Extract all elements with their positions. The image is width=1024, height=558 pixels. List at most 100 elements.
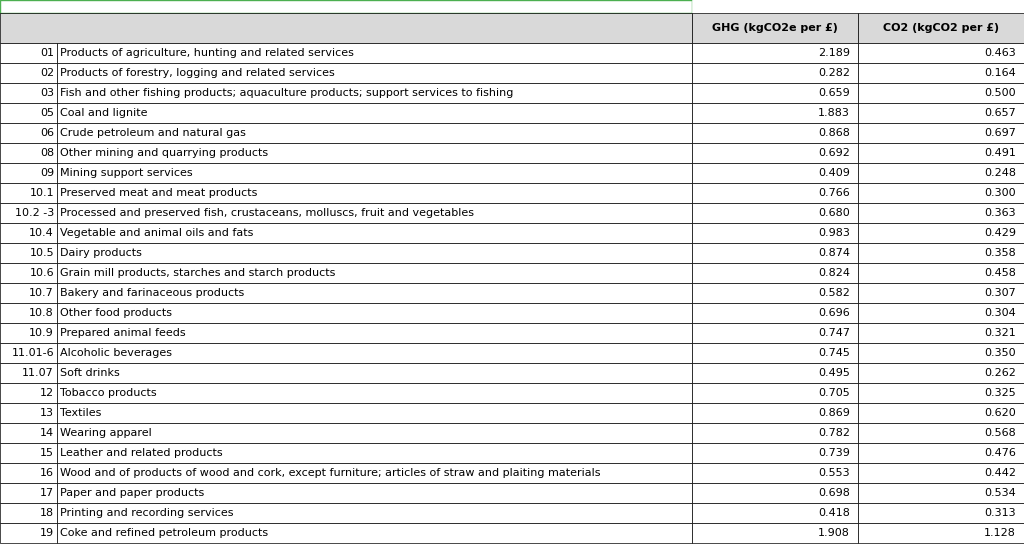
Text: 0.248: 0.248 — [984, 168, 1016, 178]
Text: 0.495: 0.495 — [818, 368, 850, 378]
Text: 18: 18 — [40, 508, 54, 518]
Bar — [692, 163, 858, 183]
Bar — [0, 63, 57, 83]
Bar — [692, 503, 858, 523]
Bar — [692, 183, 858, 203]
Text: 09: 09 — [40, 168, 54, 178]
Text: 06: 06 — [40, 128, 54, 138]
Text: 0.534: 0.534 — [984, 488, 1016, 498]
Text: 02: 02 — [40, 68, 54, 78]
Text: Wood and of products of wood and cork, except furniture; articles of straw and p: Wood and of products of wood and cork, e… — [60, 468, 600, 478]
Text: 0.696: 0.696 — [818, 308, 850, 318]
Text: Wearing apparel: Wearing apparel — [60, 428, 152, 438]
Bar — [57, 43, 692, 63]
Text: 0.582: 0.582 — [818, 288, 850, 298]
Text: 0.698: 0.698 — [818, 488, 850, 498]
Text: 0.657: 0.657 — [984, 108, 1016, 118]
Text: 0.325: 0.325 — [984, 388, 1016, 398]
Text: 0.766: 0.766 — [818, 188, 850, 198]
Text: 0.692: 0.692 — [818, 148, 850, 158]
Bar — [692, 303, 858, 323]
Bar — [692, 463, 858, 483]
Text: GHG (kgCO2e per £): GHG (kgCO2e per £) — [712, 23, 838, 33]
Bar — [858, 303, 1024, 323]
Text: 0.568: 0.568 — [984, 428, 1016, 438]
Text: 10.6: 10.6 — [30, 268, 54, 278]
Text: Textiles: Textiles — [60, 408, 101, 418]
Bar — [692, 343, 858, 363]
Text: 1.128: 1.128 — [984, 528, 1016, 538]
Bar — [692, 403, 858, 423]
Text: Vegetable and animal oils and fats: Vegetable and animal oils and fats — [60, 228, 253, 238]
Text: Dairy products: Dairy products — [60, 248, 142, 258]
Bar — [692, 443, 858, 463]
Text: 0.747: 0.747 — [818, 328, 850, 338]
Bar — [0, 503, 57, 523]
Bar — [858, 203, 1024, 223]
Bar — [57, 103, 692, 123]
Text: 0.282: 0.282 — [818, 68, 850, 78]
Bar — [858, 243, 1024, 263]
Text: 0.705: 0.705 — [818, 388, 850, 398]
Text: 0.418: 0.418 — [818, 508, 850, 518]
Bar — [858, 43, 1024, 63]
Text: 0.745: 0.745 — [818, 348, 850, 358]
Bar — [858, 83, 1024, 103]
Bar — [0, 103, 57, 123]
Bar — [858, 523, 1024, 543]
Text: 1.883: 1.883 — [818, 108, 850, 118]
Text: 0.782: 0.782 — [818, 428, 850, 438]
Text: 0.409: 0.409 — [818, 168, 850, 178]
Text: Paper and paper products: Paper and paper products — [60, 488, 204, 498]
Text: 0.824: 0.824 — [818, 268, 850, 278]
Text: 0.313: 0.313 — [984, 508, 1016, 518]
Bar — [0, 283, 57, 303]
Text: 0.262: 0.262 — [984, 368, 1016, 378]
Bar — [858, 263, 1024, 283]
Text: 0.739: 0.739 — [818, 448, 850, 458]
Bar — [858, 363, 1024, 383]
Text: 0.476: 0.476 — [984, 448, 1016, 458]
Text: Other mining and quarrying products: Other mining and quarrying products — [60, 148, 268, 158]
Text: Soft drinks: Soft drinks — [60, 368, 120, 378]
Text: Grain mill products, starches and starch products: Grain mill products, starches and starch… — [60, 268, 336, 278]
Bar — [692, 0, 858, 13]
Bar — [858, 143, 1024, 163]
Text: 10.8: 10.8 — [30, 308, 54, 318]
Text: 0.500: 0.500 — [984, 88, 1016, 98]
Text: 10.2 -3: 10.2 -3 — [14, 208, 54, 218]
Bar — [692, 483, 858, 503]
Text: 0.620: 0.620 — [984, 408, 1016, 418]
Bar — [57, 503, 692, 523]
Text: Tobacco products: Tobacco products — [60, 388, 157, 398]
Bar — [692, 523, 858, 543]
Text: 0.307: 0.307 — [984, 288, 1016, 298]
Text: Products of forestry, logging and related services: Products of forestry, logging and relate… — [60, 68, 335, 78]
Bar — [858, 403, 1024, 423]
Bar — [57, 223, 692, 243]
Bar — [858, 343, 1024, 363]
Text: 0.321: 0.321 — [984, 328, 1016, 338]
Bar — [0, 203, 57, 223]
Bar — [57, 283, 692, 303]
Text: 11.01-6: 11.01-6 — [11, 348, 54, 358]
Bar — [57, 363, 692, 383]
Bar — [692, 363, 858, 383]
Bar — [858, 63, 1024, 83]
Bar — [57, 463, 692, 483]
Bar — [57, 403, 692, 423]
Bar — [0, 223, 57, 243]
Bar — [858, 463, 1024, 483]
Bar — [692, 263, 858, 283]
Text: 15: 15 — [40, 448, 54, 458]
Bar — [858, 13, 1024, 43]
Bar — [692, 223, 858, 243]
Bar — [0, 423, 57, 443]
Bar — [0, 323, 57, 343]
Text: Products of agriculture, hunting and related services: Products of agriculture, hunting and rel… — [60, 48, 354, 58]
Bar — [858, 483, 1024, 503]
Bar — [0, 463, 57, 483]
Bar — [858, 383, 1024, 403]
Bar — [692, 43, 858, 63]
Bar — [858, 443, 1024, 463]
